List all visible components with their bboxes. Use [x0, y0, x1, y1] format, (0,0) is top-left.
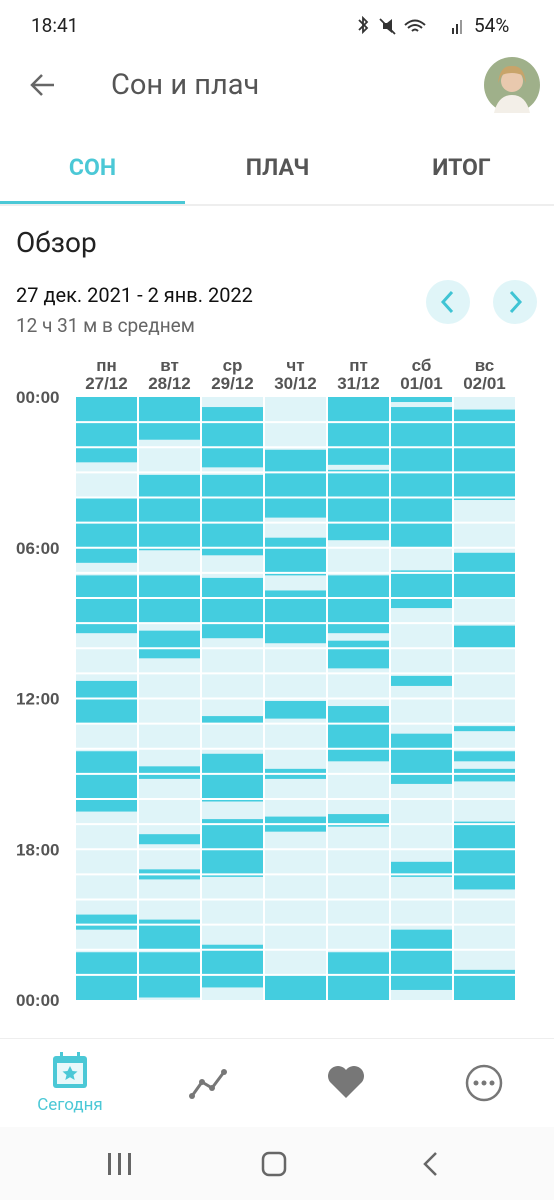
sleep-interval — [391, 407, 452, 548]
sleep-interval — [454, 552, 515, 598]
sleep-interval — [391, 929, 452, 990]
sleep-interval — [391, 570, 452, 609]
nav-today-icon[interactable] — [50, 1050, 90, 1090]
y-tick-label: 00:00 — [16, 388, 59, 407]
sleep-interval — [454, 409, 515, 501]
back-nav-button[interactable] — [423, 1152, 437, 1176]
day-date: 27/12 — [85, 374, 128, 393]
sleep-interval — [454, 751, 515, 762]
sleep-interval — [328, 952, 389, 1000]
system-nav — [0, 1127, 554, 1200]
day-date: 28/12 — [148, 374, 191, 393]
nav-favorites[interactable] — [326, 1064, 366, 1100]
day-name: чт — [286, 356, 304, 375]
sleep-interval — [139, 474, 200, 551]
day-date: 02/01 — [463, 374, 506, 393]
sleep-interval — [76, 914, 137, 930]
sleep-interval — [391, 397, 452, 403]
average: 12 ч 31 м в среднем — [16, 314, 195, 337]
sleep-interval — [328, 706, 389, 762]
next-week[interactable] — [493, 280, 537, 324]
sleep-interval — [265, 537, 326, 576]
tab-cry[interactable]: ПЛАЧ — [245, 154, 310, 181]
status-time: 18:41 — [31, 14, 79, 37]
date-range: 27 дек. 2021 - 2 янв. 2022 — [16, 283, 253, 307]
sleep-interval — [454, 625, 515, 649]
y-tick-label: 12:00 — [16, 690, 59, 709]
sleep-interval — [139, 834, 200, 845]
day-date: 30/12 — [274, 374, 317, 393]
sleep-interval — [265, 701, 326, 719]
sleep-interval — [265, 974, 326, 1000]
status-battery: 54% — [474, 14, 510, 37]
sleep-interval — [454, 821, 515, 890]
day-name: сб — [412, 356, 432, 375]
header-title: Сон и плач — [111, 68, 260, 102]
day-name: вс — [475, 356, 494, 375]
avatar[interactable] — [484, 57, 540, 113]
sleep-interval — [139, 766, 200, 779]
sleep-interval — [202, 474, 263, 556]
sleep-interval — [454, 726, 515, 732]
sleep-interval — [202, 944, 263, 988]
sleep-interval — [202, 753, 263, 802]
day-date: 01/01 — [400, 374, 443, 393]
sleep-interval — [76, 397, 137, 463]
sleep-interval — [391, 861, 452, 877]
section-title: Обзор — [16, 226, 97, 259]
sleep-interval — [265, 449, 326, 518]
sleep-interval — [328, 469, 389, 541]
sleep-interval — [139, 630, 200, 659]
sleep-interval — [328, 640, 389, 669]
sleep-interval — [202, 407, 263, 468]
home-button[interactable] — [261, 1151, 287, 1177]
sleep-interval — [265, 590, 326, 644]
tab-summary[interactable]: ИТОГ — [432, 154, 491, 181]
sleep-interval — [202, 716, 263, 724]
sleep-interval — [391, 733, 452, 784]
sleep-interval — [328, 575, 389, 634]
tab-indicator — [0, 201, 185, 205]
y-tick-label: 06:00 — [16, 539, 59, 558]
nav-today-label[interactable]: Сегодня — [37, 1095, 103, 1115]
sleep-interval — [328, 397, 389, 465]
sleep-interval — [76, 575, 137, 634]
y-tick-label: 18:00 — [16, 840, 59, 859]
back-button[interactable] — [28, 70, 58, 100]
recents-button[interactable] — [108, 1153, 131, 1175]
sleep-interval — [76, 751, 137, 812]
sleep-interval — [202, 819, 263, 877]
day-name: вт — [160, 356, 179, 375]
day-name: пт — [349, 356, 368, 375]
sleep-interval — [454, 768, 515, 782]
day-date: 31/12 — [337, 374, 380, 393]
status-icons — [358, 16, 462, 35]
nav-divider — [0, 1038, 554, 1039]
tab-divider — [0, 204, 554, 206]
y-tick-label: 00:00 — [16, 991, 59, 1010]
day-name: пн — [96, 356, 117, 375]
sleep-interval — [139, 397, 200, 440]
sleep-interval — [76, 680, 137, 724]
day-date: 29/12 — [211, 374, 254, 393]
sleep-interval — [139, 575, 200, 624]
sleep-interval — [202, 577, 263, 639]
prev-week[interactable] — [426, 280, 470, 324]
nav-more[interactable] — [465, 1064, 503, 1102]
tab-sleep[interactable]: СОН — [68, 154, 117, 181]
sleep-interval — [391, 675, 452, 686]
day-name: ср — [223, 356, 243, 375]
sleep-interval — [76, 952, 137, 1000]
sleep-interval — [76, 497, 137, 563]
nav-trends[interactable] — [188, 1066, 228, 1100]
